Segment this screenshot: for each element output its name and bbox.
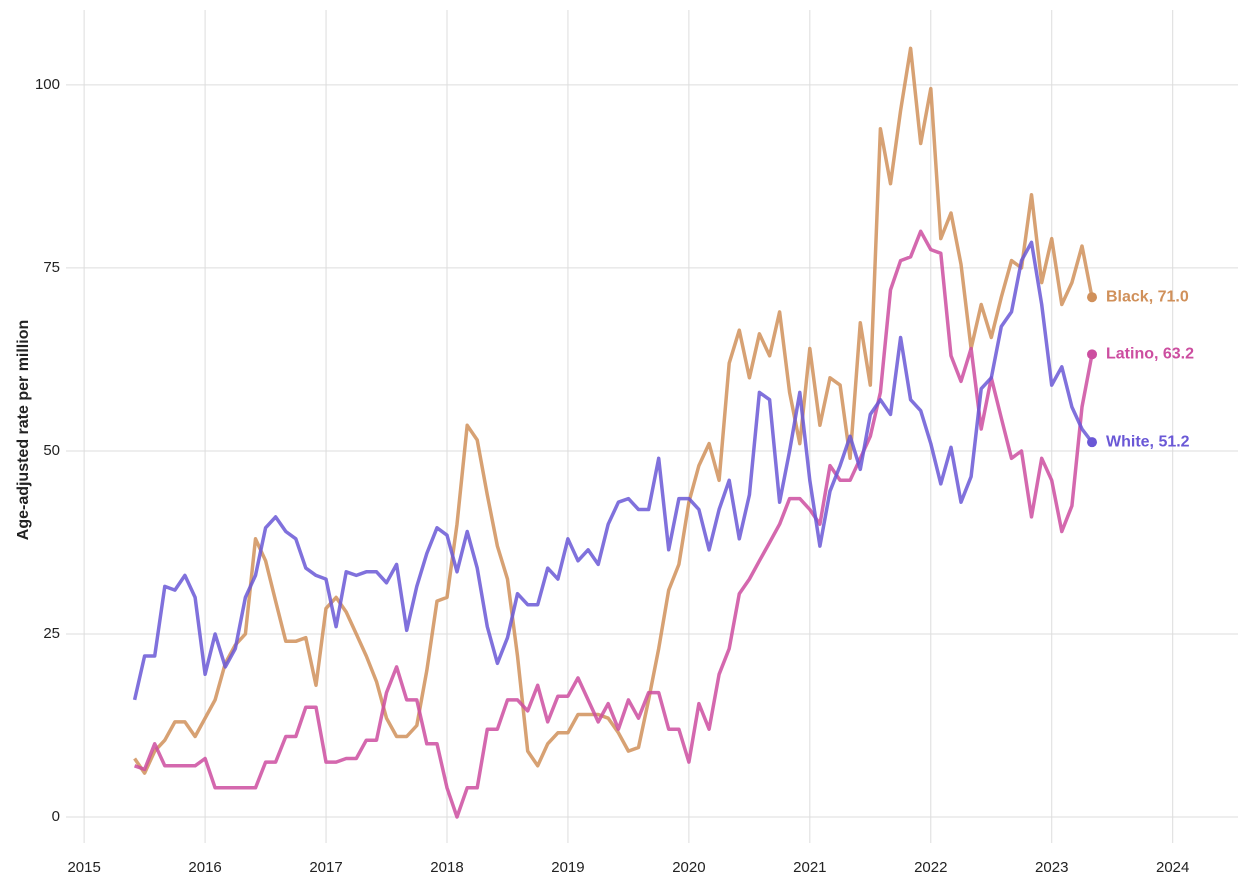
series-line bbox=[133, 46, 1094, 775]
x-tick-label: 2017 bbox=[309, 859, 342, 876]
series-line bbox=[132, 240, 1094, 701]
y-tick-label: 25 bbox=[43, 625, 60, 642]
end-label: White, 51.2 bbox=[1106, 433, 1190, 450]
end-point bbox=[1087, 292, 1098, 303]
y-axis-title: Age-adjusted rate per million bbox=[15, 320, 32, 540]
y-tick-label: 0 bbox=[52, 808, 60, 825]
x-tick-label: 2021 bbox=[793, 859, 826, 876]
x-tick-label: 2023 bbox=[1035, 859, 1068, 876]
y-tick-label: 50 bbox=[43, 442, 60, 459]
end-point bbox=[1087, 349, 1098, 360]
series-line bbox=[134, 229, 1094, 819]
x-tick-label: 2015 bbox=[67, 859, 100, 876]
x-tick-label: 2019 bbox=[551, 859, 584, 876]
end-label: Latino, 63.2 bbox=[1106, 346, 1194, 363]
end-point bbox=[1087, 437, 1098, 448]
y-tick-label: 75 bbox=[43, 259, 60, 276]
x-tick-label: 2022 bbox=[914, 859, 947, 876]
x-tick-label: 2018 bbox=[430, 859, 463, 876]
x-tick-label: 2024 bbox=[1156, 859, 1189, 876]
y-tick-label: 100 bbox=[35, 76, 60, 93]
x-tick-label: 2016 bbox=[188, 859, 221, 876]
end-label: Black, 71.0 bbox=[1106, 288, 1189, 305]
x-tick-label: 2020 bbox=[672, 859, 705, 876]
